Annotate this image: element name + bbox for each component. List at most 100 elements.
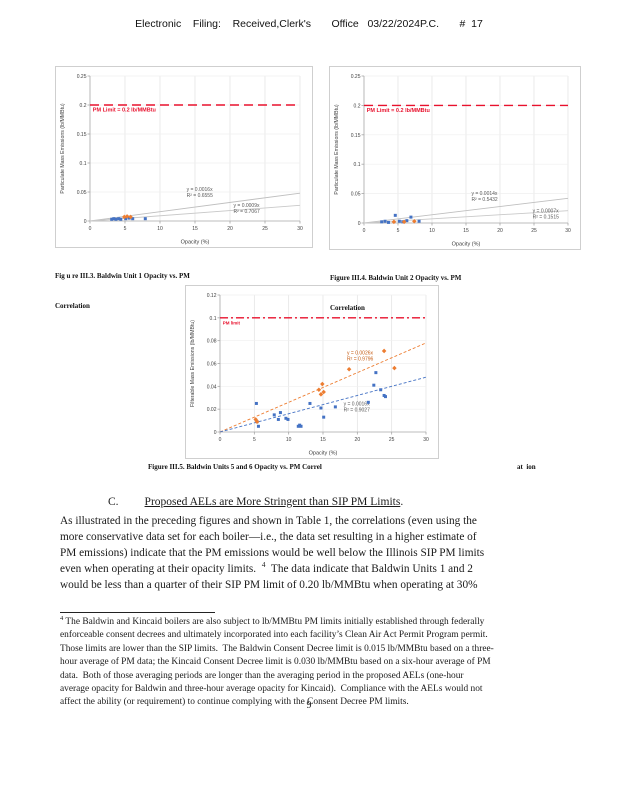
svg-text:30: 30 <box>423 437 429 443</box>
data-point <box>322 415 326 419</box>
svg-text:0: 0 <box>84 219 87 225</box>
svg-text:0.1: 0.1 <box>80 161 87 167</box>
trendline-equation: y = 0.0009x R² = 0.7067 <box>234 203 260 215</box>
svg-text:10: 10 <box>157 226 163 232</box>
data-point <box>131 217 135 221</box>
svg-text:0.25: 0.25 <box>351 74 361 80</box>
data-point <box>412 218 417 224</box>
data-point <box>409 215 413 219</box>
x-axis-ticks: 0 5 10 15 20 25 30 <box>363 223 571 234</box>
data-point <box>366 400 370 404</box>
data-point <box>127 216 131 220</box>
data-point <box>383 395 387 399</box>
svg-text:0.12: 0.12 <box>207 293 217 299</box>
unit-1-blue-points <box>110 216 147 221</box>
y-axis-label: Particulate Mass Emissions (lb/MMBtu) <box>60 103 66 193</box>
svg-text:0: 0 <box>363 228 366 234</box>
svg-text:25: 25 <box>262 226 268 232</box>
data-point <box>124 214 130 219</box>
footnote-line: average opacity for Baldwin and three-ho… <box>60 684 483 695</box>
data-point <box>286 417 290 421</box>
data-point <box>256 424 260 428</box>
data-point <box>393 213 397 217</box>
data-point <box>321 389 326 395</box>
data-point <box>346 366 352 372</box>
trend-line <box>363 197 569 224</box>
units-5-6-blue-points <box>254 371 387 428</box>
trendline-equation: y = 0.0016x R² = 0.9027 <box>344 402 370 414</box>
data-point <box>383 219 387 223</box>
data-point <box>320 381 325 387</box>
figure-iii4-caption: Figure III.4. Baldwin Unit 2 Opacity vs.… <box>330 253 461 333</box>
pm-limit-label: PM Limit = 0.2 lb/MMBtu <box>367 108 430 114</box>
figure-iii3-caption: Fig u re III.3. Baldwin Unit 1 Opacity v… <box>55 251 190 331</box>
svg-text:15: 15 <box>463 228 469 234</box>
footnote-line: hour average of PM data; the Kincaid Con… <box>60 657 491 668</box>
y-axis-label: Filterable Mass Emissions (lb/MMBtu) <box>190 320 196 407</box>
svg-text:10: 10 <box>286 437 292 443</box>
trendline-equation: y = 0.0014x R² = 0.5432 <box>471 191 497 203</box>
svg-text:20: 20 <box>497 228 503 234</box>
paragraph-line: As illustrated in the preceding figures … <box>60 515 477 527</box>
trendline-equation: y = 0.0007x R² = 0.1515 <box>533 208 559 220</box>
data-point <box>114 217 118 221</box>
svg-text:25: 25 <box>389 437 395 443</box>
svg-text:0.05: 0.05 <box>77 190 87 196</box>
data-point <box>397 219 401 223</box>
data-point <box>119 217 123 221</box>
data-point <box>254 401 258 405</box>
data-point <box>308 401 312 405</box>
trendline-equation: y = 0.0026x R² = 0.9796 <box>347 350 373 362</box>
svg-text:0.2: 0.2 <box>80 103 87 109</box>
footnote-line: Those limits are lower than the SIP limi… <box>60 643 494 654</box>
data-point <box>380 220 384 224</box>
svg-text:0.25: 0.25 <box>77 74 87 80</box>
data-point <box>372 383 376 387</box>
svg-text:25: 25 <box>531 228 537 234</box>
svg-text:5: 5 <box>253 437 256 443</box>
gridlines <box>364 75 569 223</box>
footnote-line: data. Both of those averaging periods ar… <box>60 670 464 681</box>
body-paragraph: As illustrated in the preceding figures … <box>60 513 580 593</box>
svg-text:15: 15 <box>320 437 326 443</box>
y-axis-label: Particulate Mass Emissions (lb/MMBtu) <box>334 104 340 194</box>
section-suffix: . <box>400 496 404 508</box>
data-point <box>417 219 421 223</box>
data-point <box>117 217 121 221</box>
trend-line <box>219 376 427 433</box>
figure-iii5-caption-tail: at ion <box>517 463 536 471</box>
footnote-line: affect the ability (or requirement) to c… <box>60 697 409 708</box>
figure-iii5-chart: 0 5 10 15 20 25 30 0 0.02 0.04 0.06 0.08 0.1 0.12 Opac… <box>185 285 439 459</box>
caption-line: Correlation <box>330 304 365 312</box>
page-number: 9 <box>306 700 312 711</box>
baldwin-units-5-6-opacity-pm-scatter: 0 5 10 15 20 25 30 0 0.02 0.04 0.06 0.08 0.1 0.12 Opac… <box>190 293 429 457</box>
svg-text:15: 15 <box>192 226 198 232</box>
data-point <box>391 219 397 225</box>
data-point <box>333 405 337 409</box>
section-title: Proposed AELs are More Stringent than SI… <box>144 496 401 508</box>
svg-text:0.15: 0.15 <box>77 132 87 138</box>
x-axis-label: Opacity (%) <box>452 242 481 248</box>
unit-1-orange-points <box>122 214 133 220</box>
y-axis-ticks: 0 0.02 0.04 0.06 0.08 0.1 0.12 <box>207 293 220 436</box>
footnote-line: 4 The Baldwin and Kincaid boilers are al… <box>60 615 580 629</box>
section-label: C. <box>108 496 119 508</box>
data-point <box>299 424 303 428</box>
svg-text:5: 5 <box>397 228 400 234</box>
filing-header: Electronic Filing: Received,Clerk's Offi… <box>135 18 483 30</box>
pm-limit-label: PM Limit = 0.2 lb/MMBtu <box>93 108 156 114</box>
footnote-reference: 4 <box>261 560 266 570</box>
gridlines <box>90 75 301 221</box>
paragraph-line: would be less than a quarter of their SI… <box>60 579 478 591</box>
y-axis-ticks: 0 0.05 0.1 0.15 0.2 0.25 <box>351 74 364 227</box>
baldwin-unit-1-opacity-pm-scatter: 0 5 10 15 20 25 30 0 0.05 0.1 0.15 0.2 0.25 Opacity (… <box>60 74 303 246</box>
svg-text:10: 10 <box>429 228 435 234</box>
trend-line <box>219 342 427 433</box>
data-point <box>284 416 288 420</box>
svg-text:0: 0 <box>358 221 361 227</box>
svg-text:0.08: 0.08 <box>207 339 217 345</box>
svg-text:30: 30 <box>297 226 303 232</box>
footnote-separator <box>60 612 215 613</box>
paragraph-line: more conservative data set for each boil… <box>60 531 477 543</box>
